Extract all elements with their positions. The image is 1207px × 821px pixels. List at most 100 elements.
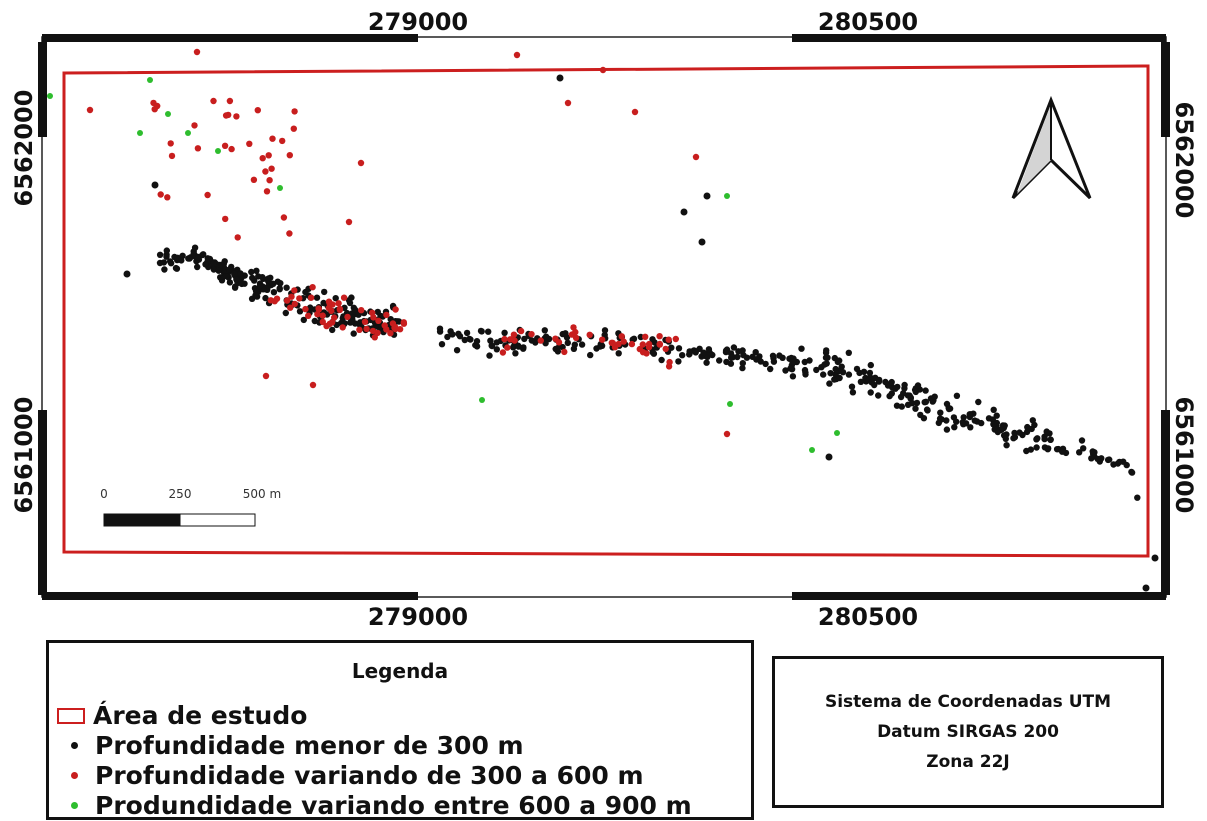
shallow-well-point xyxy=(898,403,905,410)
shallow-well-point xyxy=(735,348,742,355)
deep-well-point xyxy=(809,447,815,453)
shallow-well-point xyxy=(867,361,874,369)
shallow-well-point xyxy=(951,424,958,431)
medium-well-point xyxy=(296,295,303,302)
shallow-well-point xyxy=(473,338,481,345)
medium-well-point xyxy=(665,336,672,343)
shallow-well-point xyxy=(922,387,929,394)
medium-well-point xyxy=(370,314,377,321)
medium-well-point xyxy=(504,344,511,351)
shallow-well-point xyxy=(267,274,274,281)
shallow-well-point xyxy=(1011,429,1018,437)
shallow-well-point xyxy=(845,371,853,378)
shallow-well-point xyxy=(757,358,764,365)
medium-well-point xyxy=(511,337,518,344)
shallow-well-point xyxy=(501,329,508,336)
shallow-well-point xyxy=(249,274,256,282)
medium-well-point xyxy=(358,307,365,314)
shallow-well-point xyxy=(1128,469,1136,476)
medium-well-point xyxy=(168,152,176,160)
y-tick-left-2: 6561000 xyxy=(10,397,38,514)
medium-well-point xyxy=(608,339,615,346)
medium-well-point xyxy=(555,339,563,346)
north-arrow-icon xyxy=(1011,95,1092,200)
shallow-well-point xyxy=(578,341,586,348)
shallow-well-point xyxy=(321,288,328,296)
shallow-well-point xyxy=(912,405,919,412)
shallow-well-point xyxy=(971,417,978,424)
medium-well-point xyxy=(314,311,321,318)
shallow-well-point xyxy=(313,294,321,301)
shallow-well-point xyxy=(259,274,266,281)
medium-well-point xyxy=(345,218,353,226)
shallow-well-point xyxy=(802,369,809,376)
medium-well-point xyxy=(369,327,377,335)
medium-well-point xyxy=(254,107,261,114)
shallow-well-point xyxy=(888,378,895,386)
shallow-well-point xyxy=(1041,435,1048,443)
shallow-well-point xyxy=(820,371,827,378)
medium-well-point xyxy=(396,326,404,333)
shallow-well-point xyxy=(1016,429,1023,436)
shallow-well-point xyxy=(202,261,209,268)
medium-well-point xyxy=(639,341,646,348)
deep-well-point xyxy=(479,397,485,403)
shallow-well-point xyxy=(332,295,339,302)
shallow-well-point xyxy=(1001,422,1008,429)
medium-well-point xyxy=(287,304,294,311)
shallow-well-point xyxy=(821,361,828,368)
shallow-well-point xyxy=(1029,417,1037,424)
medium-well-point xyxy=(336,306,344,314)
x-tick-bottom-2: 280500 xyxy=(818,603,918,631)
medium-well-point xyxy=(501,335,508,343)
medium-well-point xyxy=(510,331,518,338)
shallow-well-point xyxy=(283,284,290,291)
wells-layer xyxy=(47,48,1159,592)
shallow-well-point xyxy=(990,406,997,413)
shallow-well-point xyxy=(650,350,658,357)
medium-well-point xyxy=(305,312,312,319)
shallow-well-point xyxy=(226,279,234,286)
shallow-well-point xyxy=(444,333,451,341)
shallow-well-point xyxy=(1027,446,1035,453)
shallow-well-point xyxy=(914,382,922,389)
shallow-well-point xyxy=(734,353,741,361)
scale-label-500: 500 m xyxy=(243,487,281,501)
shallow-well-point xyxy=(1023,428,1031,436)
shallow-well-point xyxy=(960,414,967,421)
shallow-well-point xyxy=(486,352,493,359)
medium-well-point xyxy=(363,325,370,333)
shallow-well-point xyxy=(478,328,485,335)
shallow-well-point xyxy=(210,266,217,273)
shallow-well-point xyxy=(473,343,481,350)
shallow-well-point xyxy=(872,374,879,381)
shallow-well-point xyxy=(512,350,519,357)
medium-well-point xyxy=(268,165,275,172)
medium-well-point xyxy=(246,140,253,147)
medium-well-point xyxy=(662,345,669,353)
medium-well-point xyxy=(599,336,606,343)
medium-well-point xyxy=(280,214,288,221)
shallow-well-point xyxy=(967,424,974,431)
shallow-well-point xyxy=(912,388,919,396)
shallow-well-point xyxy=(762,360,769,368)
shallow-well-point xyxy=(225,266,233,273)
shallow-well-point xyxy=(909,400,916,407)
shallow-well-point xyxy=(256,282,264,290)
medium-well-point xyxy=(226,97,234,105)
crs-zone: Zona 22J xyxy=(926,752,1010,772)
shallow-well-point xyxy=(587,351,594,359)
medium-well-point xyxy=(586,331,593,338)
legend-item-label: Produndidade variando entre 600 a 900 m xyxy=(95,791,692,820)
shallow-well-point xyxy=(679,352,686,359)
medium-well-point xyxy=(222,112,230,119)
medium-well-point xyxy=(723,430,731,438)
medium-well-point xyxy=(269,135,276,142)
medium-well-point xyxy=(642,333,649,340)
shallow-well-point xyxy=(350,330,357,337)
shallow-well-point xyxy=(1033,436,1040,443)
shallow-well-point xyxy=(827,370,834,377)
scale-segment-white xyxy=(179,513,256,527)
shallow-well-point xyxy=(466,335,473,343)
medium-well-point xyxy=(513,51,521,59)
